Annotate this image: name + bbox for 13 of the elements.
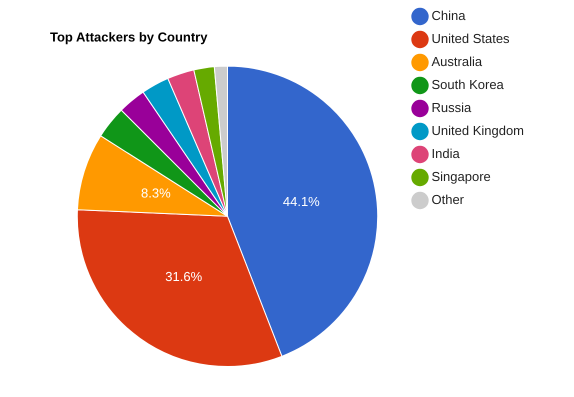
legend-label: United Kingdom (432, 123, 524, 138)
legend-label: China (432, 8, 466, 24)
legend-label: Other (432, 192, 465, 208)
legend-label: South Korea (432, 77, 505, 92)
text: Top Attackers by Country (50, 29, 208, 44)
data-label: 44.1% (282, 194, 320, 210)
data-label: 8.3% (141, 185, 172, 200)
legend-label: Singapore (432, 169, 491, 184)
legend-label: Russia (432, 100, 472, 116)
legend-label: India (432, 146, 460, 162)
legend-label: Australia (432, 54, 483, 70)
legend-label: United States (432, 31, 510, 46)
data-label: 31.6% (165, 268, 203, 284)
